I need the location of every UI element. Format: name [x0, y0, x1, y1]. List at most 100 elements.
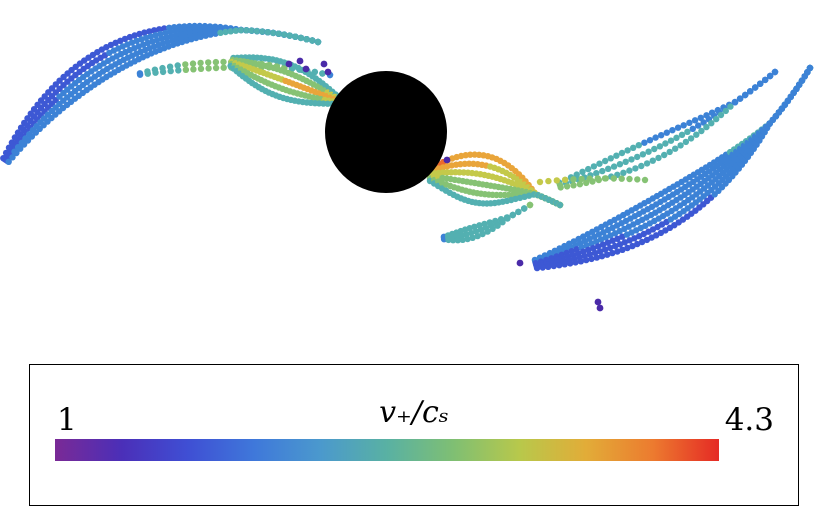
particle-stream-right-inner-arc — [652, 134, 659, 141]
particle-stream-lower-hook — [468, 229, 475, 237]
stray-particle — [285, 60, 293, 68]
particle-stream-upper-left-arc — [292, 33, 299, 40]
particle-stream-right-inner-arc — [708, 120, 715, 127]
particle-stream-right-inner-arc — [695, 122, 702, 129]
particle-stream-upper-left-arc — [5, 158, 12, 165]
particle-stream-lower-hook — [459, 236, 466, 243]
particle-stream-lower-hook — [479, 230, 486, 238]
particle-stream-upper-left-arc — [152, 32, 159, 39]
particle-stream-right-arc — [572, 259, 579, 266]
simulation-scatter-scene — [0, 22, 814, 312]
particle-stream-right-inner-arc — [628, 156, 635, 163]
particle-stream-lower-hook — [504, 215, 511, 222]
particle-stream-right-arc — [638, 238, 646, 246]
particle-stream-right-inner-arc — [693, 131, 700, 138]
particle-stream-right-inner-arc — [680, 122, 687, 129]
colorbar-title: v₊/cₛ — [379, 395, 449, 430]
particle-stream-right-inner-arc — [585, 165, 592, 173]
particle-stream-right-inner-arc — [570, 182, 577, 189]
particle-stream-right-bridge — [586, 175, 593, 182]
particle-stream-right-inner-arc — [563, 183, 571, 190]
particle-stream-right-arc — [606, 244, 614, 252]
particle-stream-upper-left-arc — [243, 27, 250, 34]
particle-stream-right-arc — [624, 244, 631, 252]
central-black-disk — [325, 71, 447, 193]
particle-stream-upper-inner-filament — [136, 71, 144, 78]
particle-stream-right-inner-arc — [713, 115, 720, 123]
particle-stream-right-inner-arc — [605, 165, 612, 172]
particle-stream-right-inner-arc — [687, 135, 695, 142]
particle-stream-upper-left-arc — [9, 154, 16, 161]
particle-stream-right-inner-arc — [757, 80, 764, 87]
particle-stream-upper-left-arc — [131, 32, 138, 39]
particle-stream-upper-left-arc — [212, 30, 219, 37]
particle-stream-upper-left-arc — [264, 29, 271, 36]
particle-stream-upper-left-arc — [17, 145, 24, 152]
particle-stream-lower-hook — [515, 208, 522, 216]
particle-stream-upper-left-arc — [207, 31, 214, 38]
particle-stream-upper-inner-filament — [319, 70, 326, 77]
colorbar-min-label: 1 — [57, 402, 77, 438]
particle-stream-upper-left-arc — [197, 33, 204, 40]
particle-stream-right-arc — [577, 258, 585, 265]
colorbar-max-label: 4.3 — [724, 402, 774, 438]
particle-stream-upper-left-arc — [237, 27, 245, 34]
particle-stream-right-arc — [609, 249, 616, 257]
particle-stream-upper-left-arc — [248, 27, 255, 34]
particle-stream-lower-inflow — [467, 151, 474, 158]
particle-stream-right-inner-arc — [590, 163, 598, 170]
particle-stream-right-bridge — [578, 175, 585, 183]
stray-particle — [594, 298, 602, 306]
particle-stream-right-arc — [634, 240, 641, 248]
particle-stream-lower-hook — [454, 237, 462, 244]
particle-stream-right-inner-arc — [667, 137, 675, 144]
particle-stream-upper-inner-filament — [167, 67, 174, 75]
particle-stream-right-inner-arc — [674, 124, 682, 131]
particle-stream-upper-left-arc — [232, 27, 240, 34]
particle-stream-upper-left-arc — [28, 133, 36, 140]
particle-stream-upper-left-arc — [309, 37, 316, 44]
particle-stream-right-inner-arc — [703, 123, 710, 131]
particle-stream-right-inner-arc — [722, 107, 729, 115]
particle-stream-right-arc — [556, 262, 563, 269]
particle-stream-right-inner-arc — [626, 167, 633, 174]
particle-stream-upper-inner-filament — [152, 69, 159, 76]
particle-stream-upper-inner-filament — [220, 58, 227, 66]
stray-particle — [302, 65, 310, 73]
particle-stream-upper-left-arc — [202, 32, 209, 39]
particle-stream-right-inner-arc — [766, 72, 774, 80]
particle-stream-upper-left-arc — [147, 33, 154, 40]
particle-stream-upper-inner-filament — [144, 70, 151, 77]
particle-stream-right-inner-arc — [658, 132, 665, 139]
particle-stream-right-inner-arc — [673, 134, 680, 141]
particle-stream-upper-inner-filament — [212, 58, 220, 66]
particle-stream-lower-hook — [449, 237, 457, 244]
particle-stream-right-inner-arc — [678, 131, 686, 138]
particle-stream-right-inner-arc — [646, 137, 654, 144]
particle-stream-lower-hook — [474, 232, 481, 240]
particle-stream-right-arc — [545, 263, 552, 270]
particle-stream-upper-inner-filament — [220, 64, 227, 71]
particle-stream-right-inner-arc — [663, 129, 670, 136]
particle-stream-right-inner-arc — [610, 163, 618, 170]
particle-stream-right-inner-arc — [689, 125, 696, 132]
particle-stream-upper-inner-filament — [174, 62, 181, 69]
particle-stream-right-bridge — [641, 176, 649, 184]
particle-stream-right-inner-arc — [682, 138, 690, 146]
particle-stream-upper-inner-filament — [212, 64, 220, 72]
particle-stream-right-inner-arc — [632, 165, 639, 172]
particle-stream-right-inner-arc — [651, 145, 658, 153]
particle-stream-right-inner-arc — [666, 148, 673, 156]
particle-stream-right-inner-arc — [630, 144, 637, 151]
particle-stream-right-arc — [604, 239, 612, 246]
particle-stream-upper-left-arc — [13, 149, 20, 157]
particle-stream-upper-left-arc — [222, 28, 229, 36]
particle-stream-upper-left-arc — [297, 34, 305, 42]
particle-stream-right-inner-arc — [557, 184, 564, 191]
particle-stream-right-arc — [604, 251, 611, 258]
particle-stream-upper-left-arc — [121, 35, 129, 43]
particle-stream-right-inner-arc — [700, 119, 707, 126]
particle-stream-right-arc — [621, 239, 628, 246]
particle-stream-right-inner-arc — [639, 151, 647, 158]
particle-stream-upper-inner-filament — [205, 59, 212, 66]
